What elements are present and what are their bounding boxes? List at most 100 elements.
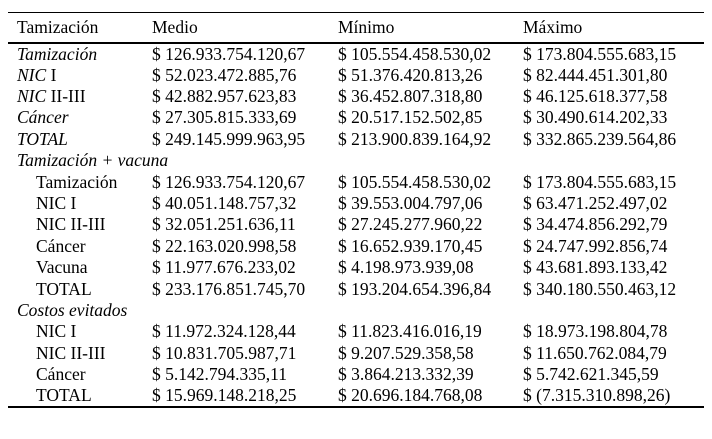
cell-maximo: $ 46.125.618.377,58 bbox=[523, 86, 668, 107]
cell-minimo: $ 9.207.529.358,58 bbox=[338, 342, 474, 363]
table-row: Cáncer $ 22.163.020.998,58 $ 16.652.939.… bbox=[8, 236, 704, 257]
cell-minimo: $ 39.553.004.797,06 bbox=[338, 193, 483, 214]
column-header-maximo: Máximo bbox=[523, 16, 583, 37]
cell-maximo: $ 340.180.550.463,12 bbox=[523, 278, 677, 299]
table-row: NIC II-III $ 10.831.705.987,71 $ 9.207.5… bbox=[8, 343, 704, 364]
cell-minimo: $ 51.376.420.813,26 bbox=[338, 64, 483, 85]
cell-maximo: $ 43.681.893.133,42 bbox=[523, 257, 668, 278]
cell-minimo: $ 11.823.416.016,19 bbox=[338, 321, 482, 342]
cell-maximo: $ 30.490.614.202,33 bbox=[523, 107, 668, 128]
table-row: Cáncer $ 27.305.815.333,69 $ 20.517.152.… bbox=[8, 107, 704, 128]
section-label-em: Costos evitados bbox=[17, 299, 128, 320]
row-label-plain: TOTAL bbox=[36, 385, 92, 406]
cell-maximo: $ 5.742.621.345,59 bbox=[523, 364, 659, 385]
row-label-em: NIC bbox=[17, 64, 47, 85]
table-body: Tamización $ 126.933.754.120,67 $ 105.55… bbox=[8, 43, 704, 408]
cell-medio: $ 42.882.957.623,83 bbox=[152, 86, 297, 107]
row-label-plain: Cáncer bbox=[36, 235, 86, 256]
cell-minimo: $ 193.204.654.396,84 bbox=[338, 278, 492, 299]
row-label: NIC II-III bbox=[8, 214, 152, 235]
row-label-plain: NIC I bbox=[36, 193, 77, 214]
table-row: Tamización $ 126.933.754.120,67 $ 105.55… bbox=[8, 43, 704, 65]
cell-maximo: $ (7.315.310.898,26) bbox=[523, 385, 671, 406]
row-label: NIC I bbox=[8, 193, 152, 214]
row-label-plain: II-III bbox=[46, 86, 86, 107]
cell-maximo: $ 82.444.451.301,80 bbox=[523, 64, 668, 85]
cell-minimo: $ 3.864.213.332,39 bbox=[338, 364, 474, 385]
table-row: TOTAL $ 249.145.999.963,95 $ 213.900.839… bbox=[8, 129, 704, 150]
cell-minimo: $ 4.198.973.939,08 bbox=[338, 257, 474, 278]
table-row: NIC II-III $ 42.882.957.623,83 $ 36.452.… bbox=[8, 86, 704, 107]
row-label: TOTAL bbox=[8, 278, 152, 299]
cell-maximo: $ 34.474.856.292,79 bbox=[523, 214, 668, 235]
table-row: NIC I $ 40.051.148.757,32 $ 39.553.004.7… bbox=[8, 193, 704, 214]
cell-maximo: $ 173.804.555.683,15 bbox=[523, 171, 677, 192]
cell-maximo: $ 24.747.992.856,74 bbox=[523, 235, 668, 256]
row-label-em: TOTAL bbox=[17, 128, 68, 149]
header-row: Tamización Medio Mínimo Máximo bbox=[8, 13, 704, 43]
cell-minimo: $ 105.554.458.530,02 bbox=[338, 43, 492, 64]
table-row: NIC II-III $ 32.051.251.636,11 $ 27.245.… bbox=[8, 214, 704, 235]
row-label: TOTAL bbox=[8, 385, 152, 407]
column-header-medio: Medio bbox=[152, 16, 198, 37]
cell-maximo: $ 11.650.762.084,79 bbox=[523, 342, 667, 363]
row-label: Tamización bbox=[8, 43, 152, 65]
column-header-tamizacion: Tamización bbox=[17, 16, 99, 37]
row-label-plain: NIC II-III bbox=[36, 342, 106, 363]
table-row: Tamización $ 126.933.754.120,67 $ 105.55… bbox=[8, 171, 704, 192]
cell-minimo: $ 16.652.939.170,45 bbox=[338, 235, 483, 256]
section-header-row: Tamización + vacuna bbox=[8, 150, 704, 171]
cell-medio: $ 27.305.815.333,69 bbox=[152, 107, 297, 128]
table-header: Tamización Medio Mínimo Máximo bbox=[8, 13, 704, 43]
row-label-plain: Tamización bbox=[36, 171, 118, 192]
row-label-plain: Vacuna bbox=[36, 257, 88, 278]
cell-medio: $ 15.969.148.218,25 bbox=[152, 385, 297, 406]
cell-maximo: $ 18.973.198.804,78 bbox=[523, 321, 668, 342]
cost-table: Tamización Medio Mínimo Máximo Tamizació… bbox=[8, 12, 704, 409]
cell-medio: $ 249.145.999.963,95 bbox=[152, 128, 306, 149]
cell-minimo: $ 20.517.152.502,85 bbox=[338, 107, 483, 128]
row-label-plain: I bbox=[46, 64, 57, 85]
column-header-minimo: Mínimo bbox=[338, 16, 395, 37]
section-label: Tamización + vacuna bbox=[8, 150, 704, 171]
cell-medio: $ 126.933.754.120,67 bbox=[152, 43, 306, 64]
cell-medio: $ 233.176.851.745,70 bbox=[152, 278, 306, 299]
row-label: Tamización bbox=[8, 171, 152, 192]
cell-minimo: $ 20.696.184.768,08 bbox=[338, 385, 483, 406]
cell-minimo: $ 213.900.839.164,92 bbox=[338, 128, 492, 149]
row-label-plain: NIC I bbox=[36, 321, 77, 342]
cell-medio: $ 32.051.251.636,11 bbox=[152, 214, 296, 235]
row-label: TOTAL bbox=[8, 129, 152, 150]
row-label: NIC I bbox=[8, 321, 152, 342]
table-row: Vacuna $ 11.977.676.233,02 $ 4.198.973.9… bbox=[8, 257, 704, 278]
cell-minimo: $ 36.452.807.318,80 bbox=[338, 86, 483, 107]
row-label-plain: TOTAL bbox=[36, 278, 92, 299]
row-label-plain: Cáncer bbox=[36, 364, 86, 385]
table-row: NIC I $ 52.023.472.885,76 $ 51.376.420.8… bbox=[8, 65, 704, 86]
cell-medio: $ 11.977.676.233,02 bbox=[152, 257, 296, 278]
row-label-em: Tamización bbox=[17, 43, 98, 64]
row-label: Cáncer bbox=[8, 236, 152, 257]
table-row: TOTAL $ 233.176.851.745,70 $ 193.204.654… bbox=[8, 278, 704, 299]
cell-minimo: $ 27.245.277.960,22 bbox=[338, 214, 483, 235]
row-label: NIC II-III bbox=[8, 343, 152, 364]
table-row: Cáncer $ 5.142.794.335,11 $ 3.864.213.33… bbox=[8, 364, 704, 385]
cell-medio: $ 5.142.794.335,11 bbox=[152, 364, 287, 385]
cell-medio: $ 22.163.020.998,58 bbox=[152, 235, 297, 256]
row-label: Vacuna bbox=[8, 257, 152, 278]
cell-maximo: $ 63.471.252.497,02 bbox=[523, 193, 668, 214]
cell-maximo: $ 173.804.555.683,15 bbox=[523, 43, 677, 64]
cell-medio: $ 11.972.324.128,44 bbox=[152, 321, 296, 342]
row-label: Cáncer bbox=[8, 107, 152, 128]
row-label: Cáncer bbox=[8, 364, 152, 385]
row-label: NIC I bbox=[8, 65, 152, 86]
row-label-plain: NIC II-III bbox=[36, 214, 106, 235]
cell-maximo: $ 332.865.239.564,86 bbox=[523, 128, 677, 149]
table-row: NIC I $ 11.972.324.128,44 $ 11.823.416.0… bbox=[8, 321, 704, 342]
row-label-em: NIC bbox=[17, 86, 47, 107]
section-header-row: Costos evitados bbox=[8, 300, 704, 321]
row-label-em: Cáncer bbox=[17, 107, 69, 128]
cell-medio: $ 40.051.148.757,32 bbox=[152, 193, 297, 214]
cell-medio: $ 52.023.472.885,76 bbox=[152, 64, 297, 85]
